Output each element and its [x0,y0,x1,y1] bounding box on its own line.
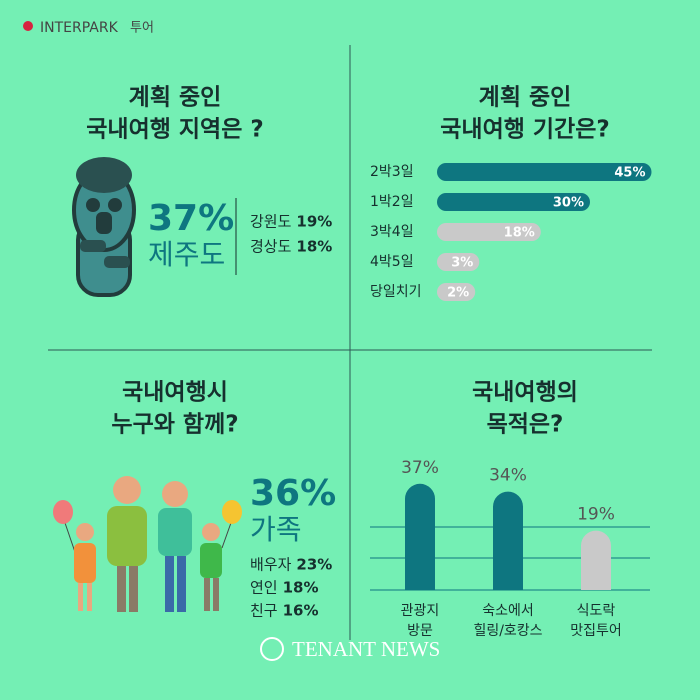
other-value: 19% [296,213,332,231]
section-title: 계획 중인 [129,85,222,111]
value-label: 45% [614,166,645,181]
category-label: 관광지 [401,603,440,619]
hareubang [72,157,136,297]
bar [437,163,652,181]
bar [437,253,480,271]
category-label: 당일치기 [370,284,422,300]
section-title: 목적은? [487,412,564,438]
other-name: 친구 [250,602,278,620]
section-title: 국내여행시 [122,380,228,406]
value-label: 30% [553,196,584,211]
bar [437,283,476,301]
other-name: 연인 [250,579,278,597]
other-value: 18% [283,579,319,597]
logo-brand: INTERPARK [40,20,119,36]
family [53,476,242,612]
other-name: 배우자 [250,556,292,574]
section-title: 국내여행 지역은 ? [86,117,263,143]
highlight-value: 36% [250,473,336,514]
bar [405,483,435,590]
value-label: 3% [451,256,473,271]
value-label: 19% [577,505,615,525]
value-label: 18% [504,226,535,241]
other-name: 강원도 [250,213,292,231]
footer: TENANT NEWS [260,637,440,661]
other-value: 18% [296,238,332,256]
bar [581,530,611,590]
category-label: 1박2일 [370,194,414,210]
value-label: 2% [447,286,469,301]
highlight-name: 제주도 [148,238,225,271]
other-value: 23% [296,556,332,574]
bar [437,223,541,241]
other-name: 경상도 [250,238,292,256]
category-label: 식도락 [577,603,616,619]
logo-suffix: 투어 [130,21,154,36]
category-label: 힐링/호캉스 [473,623,542,639]
category-label: 숙소에서 [482,603,534,619]
section-title: 국내여행 기간은? [440,117,609,143]
section-title: 계획 중인 [479,85,572,111]
section-title: 누구와 함께? [111,412,238,438]
other-value: 16% [283,602,319,620]
value-label: 37% [401,458,439,478]
highlight-value: 37% [148,198,234,239]
bar [437,193,590,211]
category-label: 2박3일 [370,164,414,180]
category-label: 4박5일 [370,254,414,270]
category-label: 방문 [407,623,433,639]
logo: INTERPARK 투어 [23,20,154,36]
value-label: 34% [489,466,527,486]
category-label: 3박4일 [370,224,414,240]
highlight-name: 가족 [250,513,302,546]
category-label: 맛집투어 [570,623,622,639]
bar [493,491,523,590]
footer-text: TENANT NEWS [292,637,440,661]
section-title: 국내여행의 [472,380,578,406]
